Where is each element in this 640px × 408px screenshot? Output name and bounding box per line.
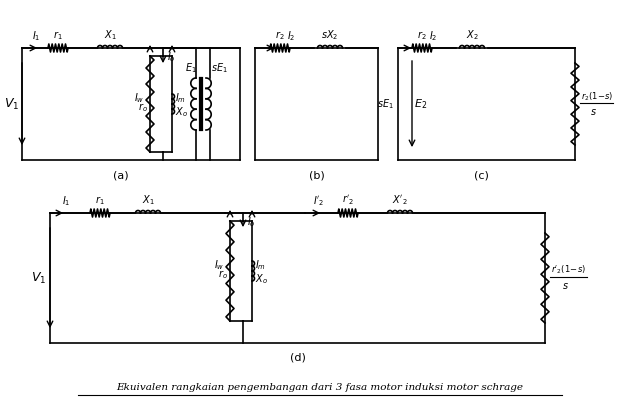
Text: $I_2$: $I_2$ [429,29,437,43]
Text: $I_o$: $I_o$ [247,215,256,229]
Text: $s$: $s$ [589,107,596,117]
Text: (d): (d) [289,353,305,363]
Text: $I_m$: $I_m$ [175,91,186,105]
Text: $X_o$: $X_o$ [255,272,268,286]
Text: $r_2(1\!-\!s)$: $r_2(1\!-\!s)$ [581,91,614,103]
Text: $E_2$: $E_2$ [414,97,427,111]
Text: $r_o$: $r_o$ [138,102,148,114]
Text: $r'_2(1\!-\!s)$: $r'_2(1\!-\!s)$ [551,264,586,276]
Text: $s$: $s$ [561,281,568,291]
Text: $r_1$: $r_1$ [53,29,63,42]
Text: $sE_1$: $sE_1$ [211,61,228,75]
Text: $V_1$: $V_1$ [4,96,19,111]
Text: $X_1$: $X_1$ [141,193,154,207]
Text: Ekuivalen rangkaian pengembangan dari 3 fasa motor induksi motor schrage: Ekuivalen rangkaian pengembangan dari 3 … [116,383,524,392]
Text: $X_1$: $X_1$ [104,28,116,42]
Text: $X_o$: $X_o$ [175,105,188,119]
Text: (a): (a) [113,170,129,180]
Text: $r_2$: $r_2$ [417,29,427,42]
Text: $r_1$: $r_1$ [95,194,105,207]
Text: $I'_2$: $I'_2$ [313,194,324,208]
Text: $r'_2$: $r'_2$ [342,193,354,207]
Text: $I_1$: $I_1$ [61,194,70,208]
Text: $X'_2$: $X'_2$ [392,193,408,207]
Text: $sX_2$: $sX_2$ [321,28,339,42]
Text: (c): (c) [474,170,489,180]
Text: $r_2$: $r_2$ [275,29,285,42]
Text: $I_o$: $I_o$ [167,50,176,64]
Text: $I_w$: $I_w$ [214,258,224,272]
Text: $I_w$: $I_w$ [134,91,144,105]
Text: $V_1$: $V_1$ [31,271,46,286]
Text: $X_2$: $X_2$ [466,28,478,42]
Text: $sE_1$: $sE_1$ [377,97,394,111]
Text: $I_m$: $I_m$ [255,258,266,272]
Text: (b): (b) [308,170,324,180]
Text: $E_1$: $E_1$ [185,61,197,75]
Text: $I_2$: $I_2$ [287,29,295,43]
Text: $r_o$: $r_o$ [218,268,228,282]
Text: $I_1$: $I_1$ [32,29,40,43]
